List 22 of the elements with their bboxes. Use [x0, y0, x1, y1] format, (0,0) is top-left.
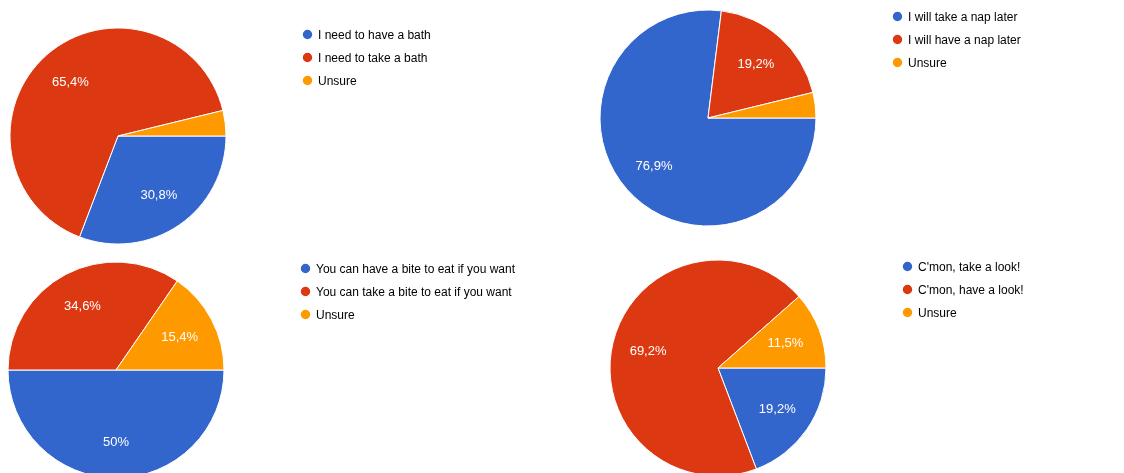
data-label: 11,5% — [767, 334, 804, 350]
legend-label: Unsure — [908, 55, 948, 70]
legend-label: Unsure — [316, 307, 356, 322]
legend-label: Unsure — [318, 73, 358, 88]
legend-label: I will have a nap later — [908, 32, 1021, 47]
legend-label: C'mon, take a look! — [918, 259, 1021, 274]
data-label: 34,6% — [64, 298, 102, 314]
data-label: 19,2% — [737, 56, 775, 72]
data-label: 65,4% — [51, 73, 90, 89]
legend-label: I will take a nap later — [908, 9, 1018, 24]
data-label: 69,2% — [629, 342, 667, 358]
data-label: 30,8% — [140, 187, 178, 203]
data-label: 76,9% — [635, 157, 673, 173]
data-label: 15,4% — [161, 328, 199, 344]
legend-label: You can take a bite to eat if you want — [316, 284, 513, 299]
legend-label: Unsure — [918, 305, 958, 320]
data-label: 50% — [102, 434, 130, 449]
legend-label: I need to take a bath — [318, 50, 428, 65]
data-label: 19,2% — [758, 400, 797, 416]
legend-label: I need to have a bath — [318, 27, 431, 42]
legend-label: C'mon, have a look! — [918, 282, 1024, 297]
legend-label: You can have a bite to eat if you want — [316, 261, 516, 276]
